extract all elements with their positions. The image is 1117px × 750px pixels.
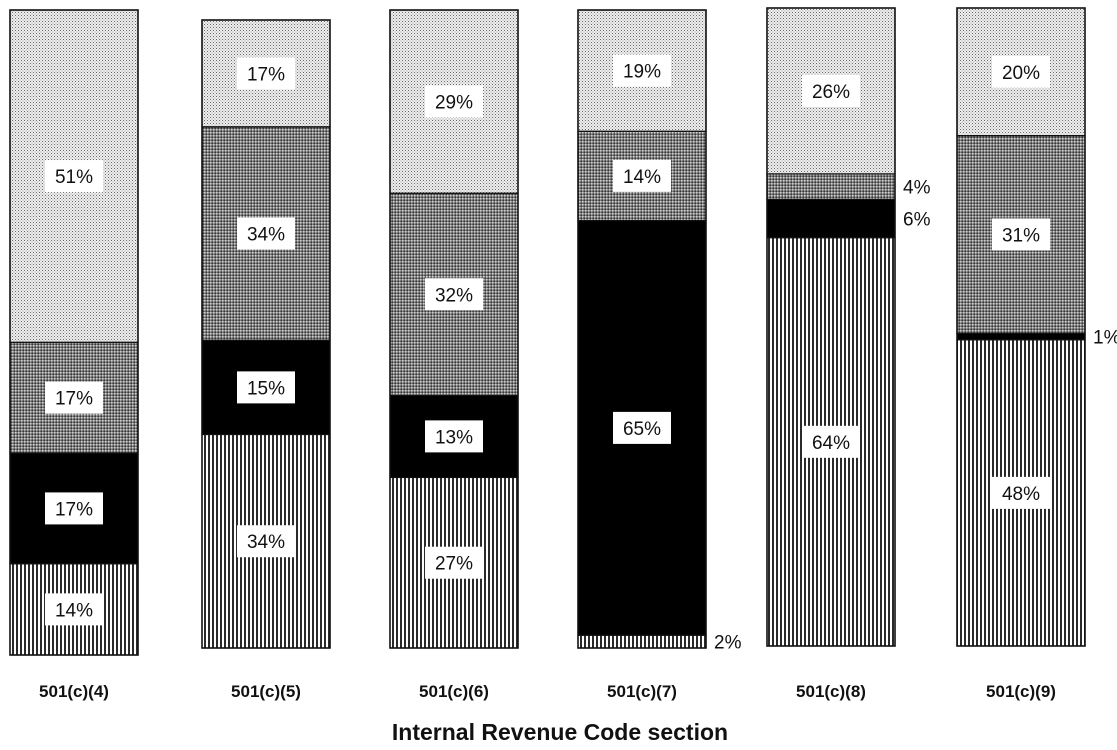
data-label-501-c-7-s3: 19% <box>623 62 661 83</box>
data-label-501-c-8-s3: 26% <box>812 82 850 103</box>
category-label-501-c-9: 501(c)(9) <box>986 682 1056 701</box>
data-label-box-501-c-7-s3 <box>613 54 671 87</box>
data-label-box-501-c-7-s1 <box>613 411 671 444</box>
data-label-box-501-c-4-s0 <box>45 593 103 626</box>
bar-outline-501-c-8 <box>766 7 896 647</box>
bar-outline-501-c-5 <box>201 19 331 649</box>
data-label-501-c-8-s0: 64% <box>812 433 850 454</box>
category-label-501-c-4: 501(c)(4) <box>39 682 109 701</box>
data-label-501-c-6-s0: 27% <box>435 554 473 575</box>
data-label-501-c-9-s2: 31% <box>1002 225 1040 246</box>
data-label-501-c-5-s2: 34% <box>247 225 285 246</box>
data-label-box-501-c-8-s0 <box>802 425 860 458</box>
data-label-box-501-c-9-s3 <box>992 55 1050 88</box>
data-label-501-c-6-s1: 13% <box>435 427 473 448</box>
data-label-501-c-5-s0: 34% <box>247 532 285 553</box>
data-label-box-501-c-6-s3 <box>425 85 483 118</box>
data-label-box-501-c-9-s2 <box>992 218 1050 251</box>
data-label-501-c-7-s2: 14% <box>623 167 661 188</box>
bar-segment-501-c-8-s1 <box>766 198 896 239</box>
data-label-501-c-4-s3: 51% <box>55 167 93 188</box>
data-label-501-c-7-s0: 2% <box>714 633 742 654</box>
data-label-501-c-4-s2: 17% <box>55 389 93 410</box>
data-label-box-501-c-6-s1 <box>425 420 483 453</box>
data-label-501-c-6-s2: 32% <box>435 285 473 306</box>
data-label-501-c-7-s1: 65% <box>623 419 661 440</box>
data-label-501-c-4-s0: 14% <box>55 600 93 621</box>
data-label-501-c-9-s0: 48% <box>1002 484 1040 505</box>
data-label-501-c-9-s1: 1% <box>1093 328 1117 349</box>
bar-outline-501-c-7 <box>577 9 707 649</box>
data-label-box-501-c-6-s0 <box>425 546 483 579</box>
data-label-box-501-c-7-s2 <box>613 159 671 192</box>
category-labels: 501(c)(4) 501(c)(5) 501(c)(6) 501(c)(7) 501(… <box>39 682 1056 701</box>
data-label-501-c-6-s3: 29% <box>435 93 473 114</box>
labels-layer: 14% 17% 17% 51% 34% 15% 34% 17% 27% 13% 32% 29% 2% 65… <box>45 54 1117 654</box>
bars-layer <box>9 7 1086 656</box>
data-label-box-501-c-5-s3 <box>237 57 295 90</box>
x-axis-title: Internal Revenue Code section <box>392 719 728 745</box>
data-label-box-501-c-4-s1 <box>45 492 103 525</box>
bar-outline-501-c-9 <box>956 7 1086 647</box>
category-label-501-c-7: 501(c)(7) <box>607 682 677 701</box>
bar-outline-501-c-4 <box>9 9 139 656</box>
data-label-box-501-c-4-s2 <box>45 381 103 414</box>
data-label-501-c-5-s1: 15% <box>247 378 285 399</box>
category-label-501-c-6: 501(c)(6) <box>419 682 489 701</box>
data-label-box-501-c-5-s1 <box>237 371 295 404</box>
bar-outline-501-c-6 <box>389 9 519 649</box>
data-label-box-501-c-6-s2 <box>425 278 483 311</box>
data-label-501-c-9-s3: 20% <box>1002 63 1040 84</box>
bar-segment-501-c-7-s0 <box>577 634 707 649</box>
data-label-box-501-c-8-s3 <box>802 74 860 107</box>
data-label-501-c-8-s1: 6% <box>903 210 931 231</box>
data-label-box-501-c-5-s2 <box>237 217 295 250</box>
data-label-501-c-4-s1: 17% <box>55 499 93 520</box>
data-label-box-501-c-9-s0 <box>992 476 1050 509</box>
category-label-501-c-5: 501(c)(5) <box>231 682 301 701</box>
data-label-box-501-c-5-s0 <box>237 525 295 558</box>
data-label-501-c-8-s2: 4% <box>903 178 931 199</box>
data-label-box-501-c-4-s3 <box>45 160 103 193</box>
data-label-501-c-5-s3: 17% <box>247 64 285 85</box>
bar-segment-501-c-8-s2 <box>766 173 896 201</box>
category-label-501-c-8: 501(c)(8) <box>796 682 866 701</box>
bar-segment-501-c-9-s1 <box>956 332 1086 341</box>
